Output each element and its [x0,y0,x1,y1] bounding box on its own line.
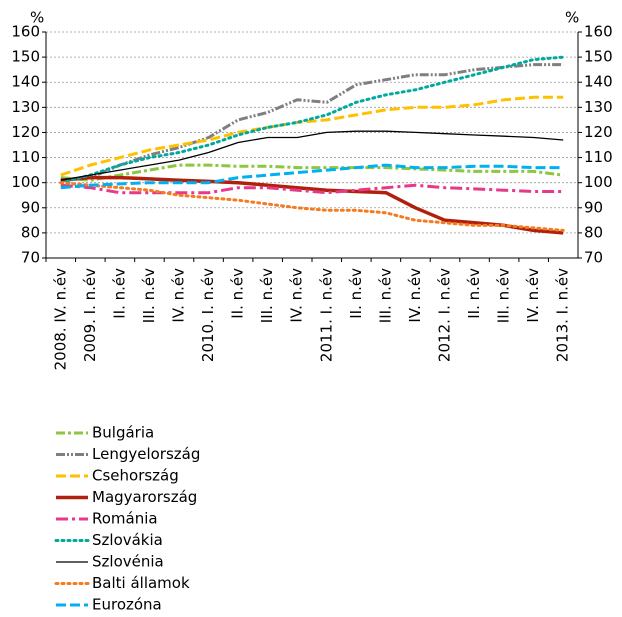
series-line [60,95,564,177]
legend-label: Lengyelország [92,445,200,463]
y2-tick-label: 150 [584,48,613,66]
series-line [60,63,564,182]
y2-tick-label: 130 [584,98,613,116]
series-line [60,163,564,182]
x-tick-label: III. n.év [140,268,158,323]
y-tick-label: 90 [21,198,40,216]
legend-label: Románia [92,510,158,528]
x-tick-label: 2010. I. n.év [199,268,217,362]
y2-tick-label: 160 [584,23,613,41]
x-tick-label: 2011. I. n.év [317,268,335,362]
x-tick-label: II. n.év [465,268,483,319]
series-line [60,130,564,181]
y2-tick-label: 70 [584,249,603,267]
legend-label: Szlovákia [92,531,163,549]
y-tick-label: 150 [11,48,40,66]
legend-label: Csehország [92,467,179,485]
y2-tick-label: 100 [584,173,613,191]
x-tick-label: 2009. I. n.év [81,268,99,362]
legend-label: Eurozóna [92,596,162,614]
legend-label: Szlovénia [92,553,164,571]
legend-label: Balti államok [92,574,190,592]
series-line [60,163,564,190]
y2-tick-label: 110 [584,148,613,166]
y-tick-label: 70 [21,249,40,267]
x-tick-label: IV. n.év [288,268,306,323]
y-tick-label: 80 [21,223,40,241]
x-tick-label: II. n.év [229,268,247,319]
y2-tick-label: 80 [584,223,603,241]
y2-tick-label: 120 [584,123,613,141]
y-tick-label: 140 [11,73,40,91]
series-line [59,55,565,185]
x-tick-label: II. n.év [110,268,128,319]
x-tick-label: III. n.év [495,268,513,323]
x-tick-label: II. n.év [347,268,365,319]
y2-tick-label: 140 [584,73,613,91]
x-tick-label: IV. n.év [524,268,542,323]
y-tick-label: 110 [11,148,40,166]
y-tick-label: 120 [11,123,40,141]
series-line [59,181,565,232]
series-line [60,183,564,195]
legend-label: Magyarország [92,488,197,506]
y2-tick-label: 90 [584,198,603,216]
x-tick-label: 2013. I. n.év [554,268,572,362]
y-tick-label: 160 [11,23,40,41]
series-line [60,175,564,235]
y-tick-label: 100 [11,173,40,191]
x-tick-label: 2012. I. n.év [436,268,454,362]
x-tick-label: III. n.év [258,268,276,323]
x-tick-label: III. n.év [376,268,394,323]
legend-label: Bulgária [92,424,154,442]
x-tick-label: 2008. IV. n.év [51,268,69,371]
x-tick-label: IV. n.év [406,268,424,323]
x-tick-label: IV. n.év [170,268,188,323]
y-tick-label: 130 [11,98,40,116]
y2-axis-label: % [565,9,579,27]
y-axis-label: % [30,9,44,27]
